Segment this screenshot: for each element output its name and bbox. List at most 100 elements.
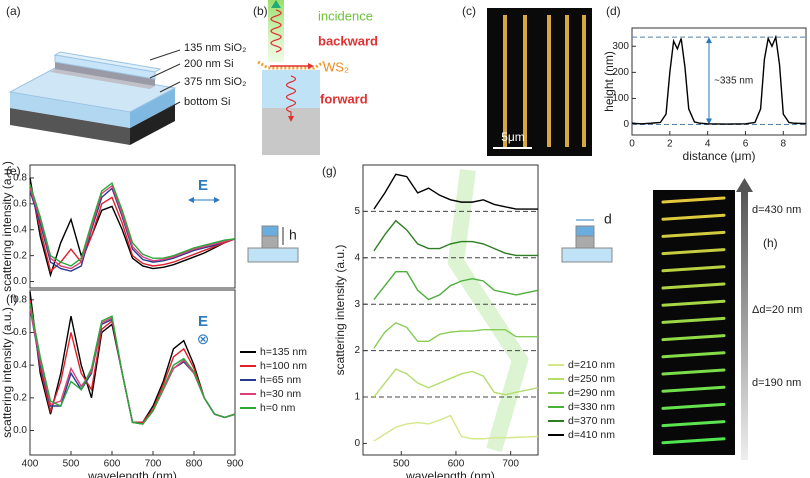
annotation: ~335 nm (714, 75, 753, 86)
data-line (29, 184, 236, 270)
panel-label: (f) (6, 292, 17, 306)
x-tick-label: 0 (629, 139, 635, 150)
y-tick-label: 0.4 (13, 360, 27, 371)
y-tick-label: 0.4 (13, 224, 27, 235)
legend-label: d=330 nm (568, 401, 615, 413)
x-tick-label: 400 (22, 459, 39, 470)
data-line (373, 368, 539, 398)
x-tick-label: 600 (104, 459, 121, 470)
data-line (373, 321, 538, 349)
y-tick-label: 0 (623, 119, 629, 130)
trend-band (447, 168, 529, 453)
optical-image (487, 8, 592, 156)
x-axis-label: distance (μm) (683, 149, 756, 163)
beam-label: incidence (318, 8, 373, 23)
data-line (373, 219, 538, 257)
beam-label: backward (318, 33, 378, 48)
x-tick-label: 2 (667, 139, 673, 150)
data-line (29, 184, 236, 273)
nanowire (661, 196, 726, 204)
panel-label: (h) (763, 236, 778, 250)
x-tick-label: 900 (227, 459, 244, 470)
plot-frame (631, 27, 807, 136)
x-tick-label: 8 (781, 139, 787, 150)
panel-label: (e) (6, 164, 21, 178)
scattering-schematic (257, 0, 325, 155)
data-line (373, 414, 539, 442)
x-tick-label: 6 (743, 139, 749, 150)
data-line (29, 291, 236, 424)
y-tick-label: 100 (612, 93, 629, 104)
size-label: d=430 nm (752, 204, 801, 216)
data-line (373, 271, 539, 301)
y-tick-label: 300 (612, 41, 629, 52)
legend-label: h=65 nm (260, 374, 301, 386)
nanowire (661, 368, 726, 376)
arrow-head (706, 118, 712, 125)
y-tick-label: 0.0 (13, 425, 27, 436)
legend-label: h=0 nm (260, 402, 296, 414)
data-line (29, 187, 236, 272)
nanowire (661, 265, 726, 273)
arrow-head (706, 37, 712, 44)
y-tick-label: 0.2 (13, 250, 27, 261)
layer-label: bottom Si (184, 96, 230, 108)
x-tick-label: 4 (705, 139, 711, 150)
y-tick-label: 200 (612, 67, 629, 78)
y-axis-label: scattering intensity (a.u.) (0, 161, 14, 292)
y-tick-label: 1 (354, 392, 360, 403)
field-label: E (198, 313, 208, 330)
nanowire (661, 334, 726, 342)
legend-label: h=30 nm (260, 388, 301, 400)
nanowire (661, 437, 726, 445)
panel-label: (g) (322, 164, 337, 178)
x-tick-label: 700 (502, 459, 519, 470)
panel-label: (c) (462, 4, 476, 18)
data-line (29, 177, 236, 278)
y-axis-label: scattering intensity (a.u.) (0, 307, 14, 438)
diameter-label: d (604, 211, 612, 227)
x-tick-label: 600 (448, 459, 465, 470)
legend-label: d=410 nm (568, 429, 615, 441)
nanowire (661, 299, 726, 307)
x-tick-label: 500 (393, 459, 410, 470)
nanowire (661, 316, 726, 324)
layer-label: 200 nm Si (184, 58, 234, 70)
legend-label: h=100 nm (260, 360, 307, 372)
y-tick-label: 0.6 (13, 327, 27, 338)
y-tick-label: 4 (354, 252, 360, 263)
plot-frame (29, 164, 236, 289)
y-tick-label: 3 (354, 299, 360, 310)
panel-label: (b) (253, 4, 268, 18)
y-tick-label: 0.8 (13, 173, 27, 184)
y-tick-label: 2 (354, 345, 360, 356)
x-axis-label: wavelength (nm) (405, 469, 495, 478)
x-tick-label: 800 (186, 459, 203, 470)
x-axis-label: wavelength (nm) (87, 469, 177, 478)
nanowire (661, 213, 726, 221)
scale-bar-label: 5μm (501, 130, 525, 144)
y-axis-label: height (nm) (602, 51, 616, 112)
y-tick-label: 0 (354, 438, 360, 449)
legend-label: d=370 nm (568, 415, 615, 427)
data-line (631, 34, 807, 125)
material-label: WS₂ (323, 59, 349, 74)
size-label: d=190 nm (752, 377, 801, 389)
data-line (373, 173, 538, 210)
panel-label: (a) (6, 4, 21, 18)
field-symbol: ⊗ (197, 331, 210, 348)
y-axis-label: scattering intensity (a.u.) (333, 245, 347, 376)
x-tick-label: 700 (145, 459, 162, 470)
y-tick-label: 0.2 (13, 392, 27, 403)
height-label: h (289, 227, 297, 243)
nanowire (661, 420, 726, 428)
legend-label: d=210 nm (568, 359, 615, 371)
pillar-icon (188, 197, 613, 263)
legend-label: d=250 nm (568, 373, 615, 385)
y-tick-label: 5 (354, 206, 360, 217)
field-label: E (198, 177, 208, 194)
plot-frame (362, 164, 539, 456)
panel-label: (d) (606, 4, 621, 18)
x-tick-label: 500 (63, 459, 80, 470)
legend-label: d=290 nm (568, 387, 615, 399)
